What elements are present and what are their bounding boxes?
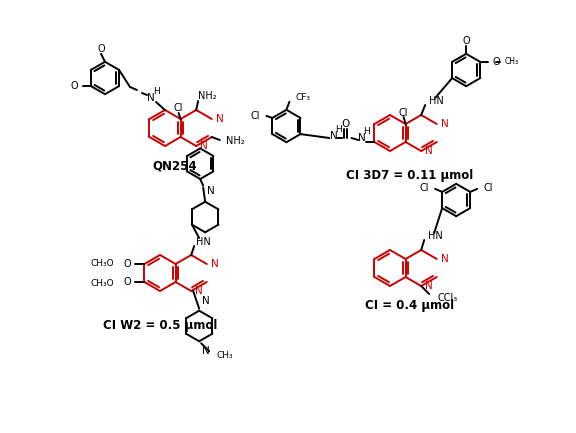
Text: Cl: Cl bbox=[174, 103, 183, 113]
Text: NH₂: NH₂ bbox=[226, 136, 244, 146]
Text: CH₃O: CH₃O bbox=[91, 259, 115, 268]
Text: CH₃: CH₃ bbox=[216, 351, 233, 360]
Text: N: N bbox=[200, 141, 208, 151]
Text: N: N bbox=[441, 119, 449, 129]
Text: O: O bbox=[492, 57, 500, 67]
Text: O: O bbox=[97, 44, 105, 54]
Text: HN: HN bbox=[196, 237, 211, 247]
Text: O: O bbox=[124, 259, 131, 269]
Text: N: N bbox=[207, 186, 215, 196]
Text: QN254: QN254 bbox=[153, 159, 198, 172]
Text: O: O bbox=[463, 36, 470, 46]
Text: NH₂: NH₂ bbox=[198, 91, 217, 101]
Text: N: N bbox=[441, 254, 449, 264]
Text: CI = 0.4 μmol: CI = 0.4 μmol bbox=[365, 300, 454, 313]
Text: Cl: Cl bbox=[251, 111, 260, 121]
Text: N: N bbox=[195, 286, 203, 296]
Text: CI W2 = 0.5 μmol: CI W2 = 0.5 μmol bbox=[103, 319, 217, 332]
Text: CCl₃: CCl₃ bbox=[437, 293, 457, 303]
Text: Cl: Cl bbox=[399, 108, 408, 118]
Text: HN: HN bbox=[428, 231, 443, 241]
Text: Cl: Cl bbox=[483, 183, 492, 193]
Text: N: N bbox=[425, 281, 433, 291]
Text: O: O bbox=[70, 81, 78, 91]
Text: O: O bbox=[124, 277, 131, 287]
Text: N: N bbox=[202, 296, 210, 306]
Text: CH₃: CH₃ bbox=[504, 58, 518, 66]
Text: CI 3D7 = 0.11 μmol: CI 3D7 = 0.11 μmol bbox=[346, 168, 473, 181]
Text: N: N bbox=[329, 131, 338, 141]
Text: Cl: Cl bbox=[420, 183, 429, 193]
Text: N: N bbox=[147, 93, 155, 103]
Text: O: O bbox=[342, 119, 350, 129]
Text: N: N bbox=[358, 133, 365, 143]
Text: H: H bbox=[335, 126, 342, 135]
Text: N: N bbox=[202, 346, 210, 356]
Text: HN: HN bbox=[429, 96, 444, 106]
Text: N: N bbox=[425, 146, 433, 156]
Text: CF₃: CF₃ bbox=[295, 93, 310, 102]
Text: N: N bbox=[216, 114, 223, 124]
Text: N: N bbox=[211, 259, 218, 269]
Text: H: H bbox=[153, 87, 160, 97]
Text: H: H bbox=[363, 127, 370, 136]
Text: CH₃O: CH₃O bbox=[91, 278, 115, 288]
